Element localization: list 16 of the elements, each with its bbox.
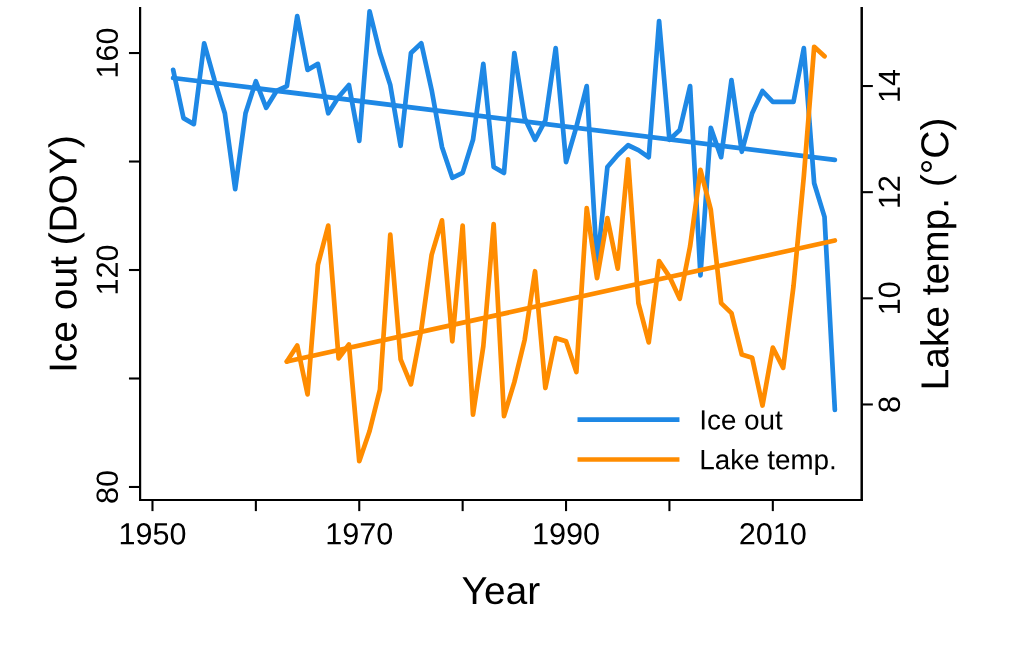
x-tick-label: 2010 <box>740 523 806 545</box>
legend-label: Lake temp. <box>701 449 835 475</box>
y-tick-label: 160 <box>96 28 119 77</box>
y2-tick-label: 8 <box>878 397 901 412</box>
legend-label: Ice out <box>701 410 783 430</box>
y-tick-label: 120 <box>96 245 119 294</box>
y-axis-title: Ice out (DOY) <box>48 137 85 370</box>
y2-tick-label: 10 <box>878 282 901 313</box>
x-tick-label: 1990 <box>534 523 599 545</box>
y2-tick-label: 14 <box>878 69 900 101</box>
y2-axis-title: Lake temp. (°C) <box>920 120 957 388</box>
x-tick-label: 1950 <box>120 523 186 545</box>
x-tick-label: 1970 <box>327 523 393 545</box>
y2-tick-label: 12 <box>878 176 900 207</box>
x-axis-title: Year <box>462 577 540 605</box>
y-tick-label: 80 <box>96 471 119 503</box>
